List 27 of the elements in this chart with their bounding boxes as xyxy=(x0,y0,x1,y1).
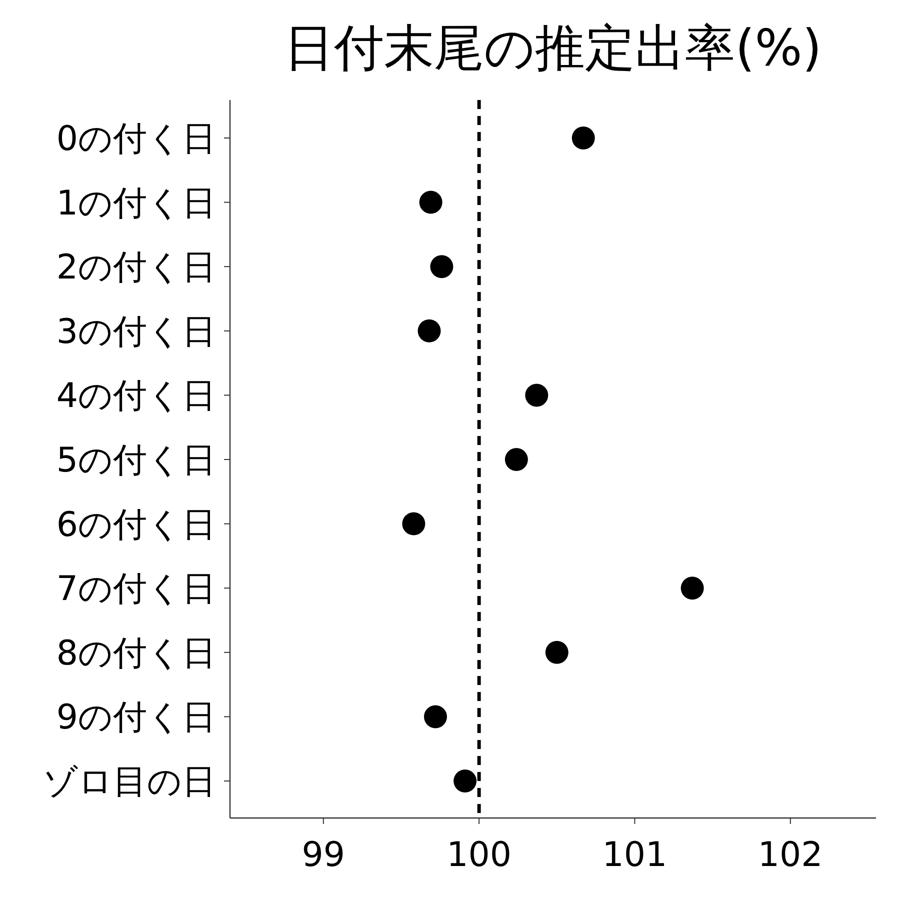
point xyxy=(402,512,426,536)
y-tick-label: 6の付く日 xyxy=(56,504,216,545)
point xyxy=(504,448,528,471)
x-tick-label: 99 xyxy=(302,835,346,875)
y-tick-label: ゾロ目の日 xyxy=(43,762,216,802)
y-tick-label: 7の付く日 xyxy=(56,569,216,610)
chart-title: 日付末尾の推定出率(%) xyxy=(284,19,822,77)
y-tick-label: 4の付く日 xyxy=(56,376,216,416)
y-tick-label: 3の付く日 xyxy=(56,312,216,352)
x-tick-label: 102 xyxy=(758,835,823,875)
x-tick-label: 101 xyxy=(602,835,668,875)
point xyxy=(454,770,477,792)
point xyxy=(430,255,454,278)
y-tick-label: 1の付く日 xyxy=(56,183,216,224)
y-tick-label: 9の付く日 xyxy=(56,698,216,738)
x-tick-label: 100 xyxy=(446,835,512,875)
y-tick-label: 5の付く日 xyxy=(56,440,216,480)
y-tick-label: 0の付く日 xyxy=(56,119,216,159)
point xyxy=(680,576,704,600)
y-tick-label: 8の付く日 xyxy=(56,633,216,674)
y-tick-label: 2の付く日 xyxy=(56,248,216,288)
point xyxy=(418,319,441,342)
point xyxy=(572,126,595,150)
point xyxy=(525,384,548,407)
point xyxy=(419,190,442,214)
point xyxy=(424,705,447,728)
point xyxy=(545,640,568,664)
